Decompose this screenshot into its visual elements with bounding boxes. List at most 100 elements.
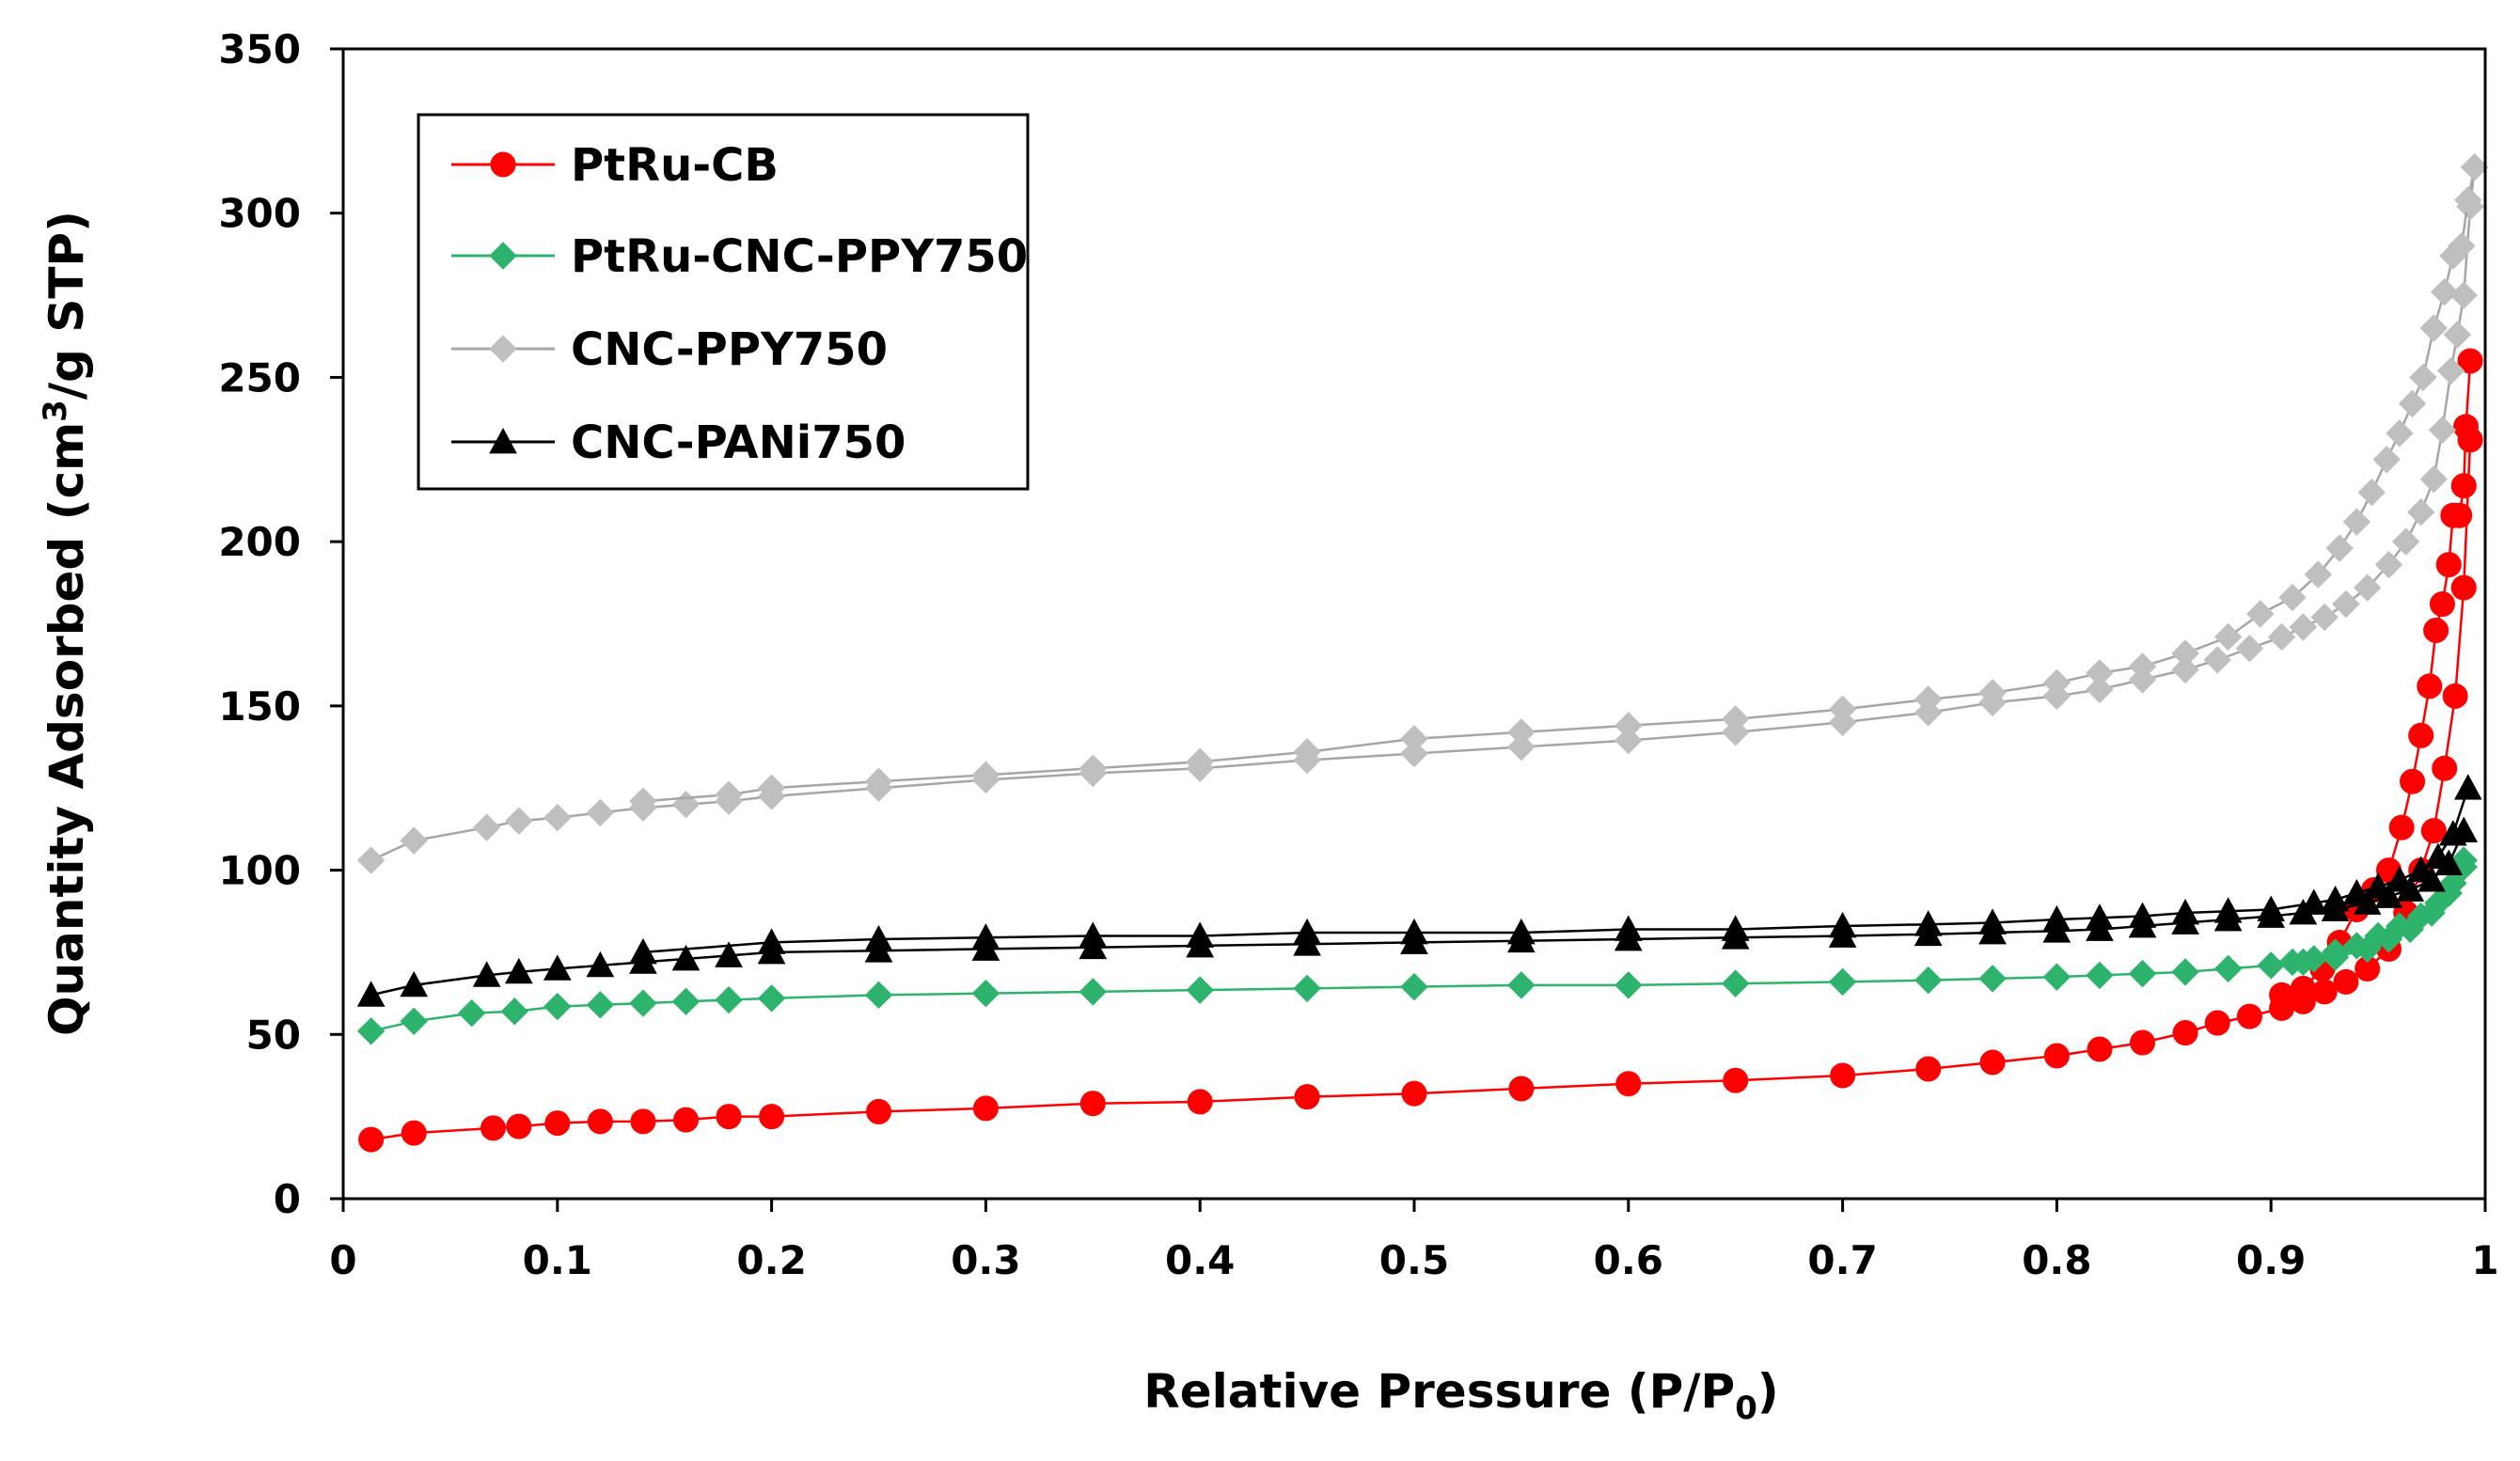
cnc-ppy750-desorption-point <box>2278 583 2307 612</box>
cnc-pani750-desorption-point <box>2257 895 2286 921</box>
cnc-pani750-desorption-point <box>1079 921 1108 948</box>
y-tick-label: 0 <box>274 1176 301 1222</box>
ptru-cnc-ppy750-adsorption-point <box>1507 971 1536 999</box>
legend-marker-ptru-cnc-ppy750 <box>489 242 517 270</box>
x-tick-label: 0.5 <box>1379 1237 1449 1283</box>
cnc-pani750-desorption-point <box>1721 915 1750 941</box>
ptru-cnc-ppy750-adsorption-point <box>500 998 528 1026</box>
cnc-ppy750-adsorption-point <box>2443 321 2472 349</box>
cnc-ppy750-adsorption-point <box>2289 613 2318 641</box>
cnc-pani750-desorption-point <box>2321 885 2350 912</box>
cnc-ppy750-adsorption-point <box>671 790 701 819</box>
cnc-pani750-adsorption-point <box>543 954 572 981</box>
ptru-cb-adsorption-point <box>544 1110 571 1137</box>
cnc-ppy750-adsorption-point <box>472 813 501 841</box>
cnc-ppy750-adsorption-point <box>1614 726 1643 755</box>
ptru-cb-adsorption-point <box>401 1120 427 1146</box>
cnc-pani750-desorption-point <box>971 923 1000 950</box>
cnc-ppy750-adsorption-point <box>505 807 533 835</box>
legend: PtRu-CB PtRu-CNC-PPY750 CNC-PPY750 CNC-PANi… <box>417 113 1030 491</box>
x-axis-title-subscript: 0 <box>1735 1390 1757 1427</box>
y-axis-title: Quantity Adsorbed (cm3/g STP) <box>37 211 94 1036</box>
ptru-cb-adsorption-point <box>2432 755 2458 781</box>
x-tick-label: 0.9 <box>2236 1237 2306 1283</box>
y-tick-label: 100 <box>218 848 301 894</box>
cnc-ppy750-adsorption-point <box>2203 646 2231 674</box>
legend-label-cnc-pani750: CNC-PANi750 <box>571 416 906 469</box>
cnc-ppy750-desorption-point <box>2042 668 2071 698</box>
cnc-ppy750-adsorption-point <box>2267 622 2296 652</box>
legend-items: PtRu-CB PtRu-CNC-PPY750 CNC-PPY750 CNC-PANi… <box>451 139 1028 469</box>
cnc-ppy750-desorption-point <box>1828 695 1857 724</box>
legend-box <box>417 113 1030 491</box>
cnc-pani750-adsorption-point <box>671 944 701 971</box>
cnc-pani750-desorption-point <box>757 928 786 954</box>
cnc-pani750-adsorption-point <box>715 941 743 967</box>
x-tick-label: 0.6 <box>1594 1237 1663 1283</box>
cnc-ppy750-desorption-point <box>1614 712 1643 740</box>
x-axis-title-main: Relative Pressure (P/P <box>1143 1364 1735 1419</box>
ptru-cb-adsorption-point <box>1508 1076 1535 1102</box>
x-tick-label: 0.8 <box>2022 1237 2091 1283</box>
ptru-cb-adsorption-point <box>1079 1091 1106 1117</box>
cnc-pani750-desorption-point <box>2128 902 2157 928</box>
cnc-ppy750-desorption-point <box>1507 718 1536 746</box>
cnc-pani750-desorption-point <box>2438 820 2467 846</box>
ptru-cnc-ppy750-adsorption-point <box>457 998 486 1028</box>
cnc-ppy750-adsorption-point <box>2235 635 2264 663</box>
cnc-ppy750-adsorption-point <box>2419 465 2449 494</box>
ptru-cnc-ppy750-adsorption-point <box>1914 966 1943 995</box>
cnc-ppy750-desorption-point <box>2213 622 2243 652</box>
y-tick-label: 300 <box>218 191 301 237</box>
ptru-cnc-ppy750-adsorption-point <box>2086 961 2114 990</box>
x-axis-title: Relative Pressure (P/P0) <box>1143 1364 1779 1427</box>
cnc-ppy750-adsorption-point <box>2406 497 2435 526</box>
ptru-cnc-ppy750-adsorption-point <box>2213 954 2243 983</box>
ptru-cb-adsorption-point <box>2311 979 2338 1005</box>
ptru-cb-desorption-point <box>2417 673 2443 699</box>
cnc-ppy750-adsorption-point <box>2086 675 2114 704</box>
ptru-cnc-ppy750-adsorption-point <box>1978 965 2007 993</box>
ptru-cb-desorption-point <box>2388 814 2415 840</box>
series-layer <box>356 153 2489 1153</box>
cnc-ppy750-desorption-point <box>1079 754 1108 782</box>
ptru-cb-desorption-point <box>2269 982 2295 1008</box>
ptru-cnc-ppy750-desorption-point <box>2321 938 2350 966</box>
ptru-cnc-ppy750-adsorption-point <box>971 979 1000 1008</box>
legend-marker-cnc-ppy750 <box>489 335 517 363</box>
x-tick-label: 0.2 <box>736 1237 806 1283</box>
x-tick-label: 1 <box>2471 1237 2498 1283</box>
cnc-ppy750-desorption-point <box>971 761 1000 789</box>
ptru-cb-adsorption-point <box>1187 1089 1213 1115</box>
ptru-cb-adsorption-point <box>587 1108 613 1135</box>
ptru-cnc-ppy750-desorption-line <box>2292 859 2465 964</box>
ptru-cb-adsorption-point <box>358 1126 385 1153</box>
cnc-pani750-desorption-point <box>2171 898 2199 925</box>
ptru-cnc-ppy750-adsorption-point <box>671 987 701 1016</box>
x-tick-label: 0.4 <box>1165 1237 1235 1283</box>
legend-marker-cnc-pani750 <box>489 427 517 454</box>
ptru-cb-adsorption-point <box>2442 683 2468 709</box>
cnc-pani750-desorption-point <box>1978 908 2007 935</box>
y-tick-label: 150 <box>218 683 301 730</box>
ptru-cb-adsorption-point <box>480 1115 506 1141</box>
ptru-cb-adsorption-point <box>2130 1029 2156 1056</box>
ptru-cb-adsorption-point <box>2172 1020 2198 1046</box>
ptru-cnc-ppy750-adsorption-point <box>757 984 786 1013</box>
ptru-cnc-ppy750-adsorption-point <box>1400 972 1428 1001</box>
ptru-cb-adsorption-point <box>1294 1084 1320 1110</box>
cnc-ppy750-desorption-point <box>2439 242 2467 270</box>
ptru-cnc-ppy750-desorption-point <box>2342 932 2371 960</box>
ptru-cb-adsorption-point <box>2087 1036 2113 1062</box>
ptru-cb-desorption-point <box>2429 591 2455 618</box>
cnc-pani750-desorption-point <box>1400 918 1428 945</box>
y-tick-label: 200 <box>218 519 301 565</box>
ptru-cb-desorption-point <box>2435 552 2462 578</box>
ptru-cb-adsorption-point <box>2450 574 2477 601</box>
cnc-pani750-adsorption-point <box>586 950 615 978</box>
ptru-cnc-ppy750-adsorption-point <box>543 992 572 1021</box>
ptru-cnc-ppy750-adsorption-point <box>1079 978 1108 1006</box>
cnc-pani750-desorption-point <box>864 924 893 951</box>
cnc-ppy750-desorption-point <box>2342 508 2371 536</box>
